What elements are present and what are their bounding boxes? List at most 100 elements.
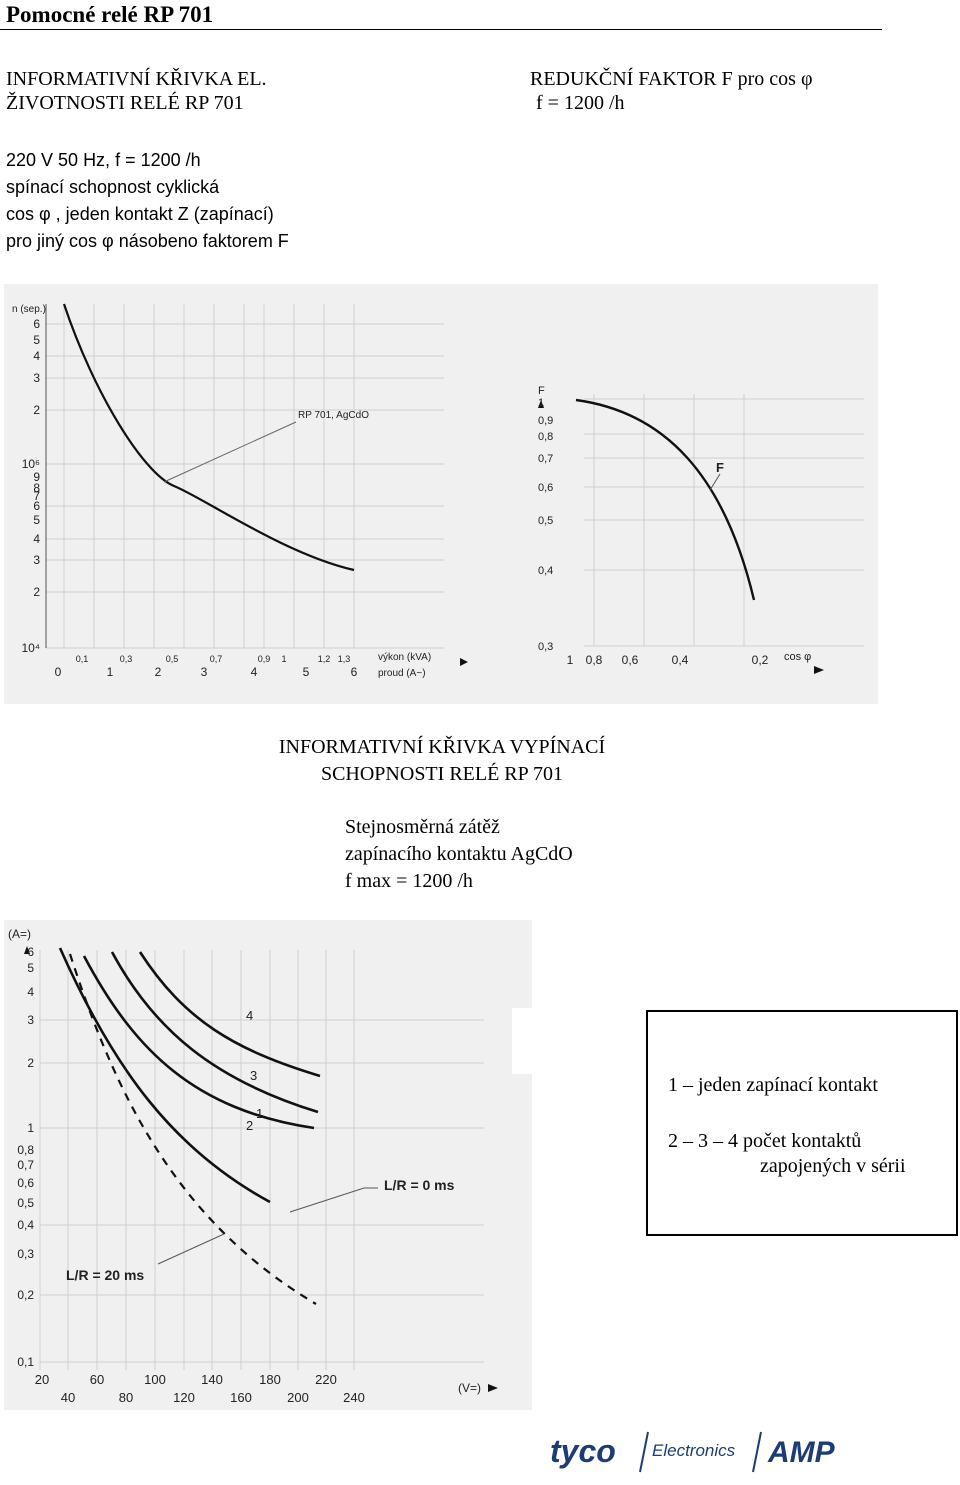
factor-chart-y-tick-label: 0,8 [538,431,553,443]
dc-chart-x-top-tick: 20 [35,1372,49,1387]
factor-chart-xlabel: cos φ [784,651,811,663]
life-chart-y-tick-label: 8 [33,481,40,495]
life-chart-x-top-tick: 0,3 [120,654,133,664]
legend-box: 1 – jeden zapínací kontakt 2 – 3 – 4 poč… [646,1010,958,1236]
dc-chart-xlabel: (V=) [458,1381,481,1395]
dc-chart-ylabel: (A=) [8,927,31,941]
section-title: INFORMATIVNÍ KŘIVKA VYPÍNACÍ SCHOPNOSTI … [0,734,884,788]
dc-annotation-leader-20ms [157,1233,225,1265]
life-chart-y-tick-label: 4 [33,349,40,363]
factor-chart-ylabel: F [538,385,545,397]
dc-curve-label-1: 1 [256,1106,263,1121]
dc-chart-x-bottom-tick: 80 [119,1390,133,1405]
life-chart-y-tick-label: 6 [33,317,40,331]
page-title: Pomocné relé RP 701 [6,2,214,27]
dc-chart-x-bottom-tick: 160 [230,1390,252,1405]
life-chart-annotation-leader [163,421,297,483]
life-chart-ylabel: n (sep.) [12,304,46,315]
life-chart-x-bottom-tick: 1 [107,665,114,679]
dc-chart-y-tick-label: 0,2 [17,1288,34,1302]
factor-chart-y-tick-label: 0,4 [538,565,553,577]
factor-chart-y-tick-label: 0,3 [538,641,553,653]
life-chart-x-bottom-label: proud (A~) [378,668,426,679]
left-header: INFORMATIVNÍ KŘIVKA EL. ŽIVOTNOSTI RELÉ … [6,67,267,115]
factor-chart-x-tick-label: 0,6 [622,653,639,667]
description-line-4: pro jiný cos φ násobeno faktorem F [6,231,289,251]
dc-curve-1 [58,947,271,1204]
dc-info-line-3: f max = 1200 /h [345,870,473,892]
life-chart-y-tick-label: 2 [33,403,40,417]
left-header-line-2: ŽIVOTNOSTI RELÉ RP 701 [6,92,244,114]
life-chart-x-arrow [460,658,468,666]
life-chart-x-top-label: výkon (kVA) [378,652,431,663]
life-chart-y-tick-label: 3 [33,553,40,567]
tyco-electronics-amp-logo: tyco Electronics AMP [550,1431,836,1473]
life-chart-y-tick-label: 10⁶ [22,457,40,471]
dc-chart-x-top-tick: 100 [144,1372,166,1387]
left-header-line-1: INFORMATIVNÍ KŘIVKA EL. [6,68,267,90]
section-title-line-1: INFORMATIVNÍ KŘIVKA VYPÍNACÍ [278,736,606,758]
dc-chart-y-tick-label: 0,4 [17,1218,34,1232]
dc-chart-x-top-tick: 180 [259,1372,281,1387]
white-block [512,1008,534,1074]
dc-curve-3 [110,951,319,1114]
dc-info-block: Stejnosměrná zátěž zapínacího kontaktu A… [345,814,573,895]
dc-chart-y-tick-label: 0,5 [17,1196,34,1210]
dc-chart-y-tick-label: 5 [27,961,34,975]
factor-chart-y-tick-label: 0,7 [538,453,553,465]
section-title-line-2: SCHOPNOSTI RELÉ RP 701 [320,763,564,785]
dc-chart-y-tick-label: 0,8 [17,1143,34,1157]
life-chart-y-tick-label: 6 [33,499,40,513]
life-chart-x-top-tick: 0,5 [166,654,179,664]
life-chart-x-bottom-tick: 4 [251,665,258,679]
factor-chart-y-tick-label: 1 [538,397,544,409]
dc-chart-x-arrow [488,1384,498,1392]
logo-electronics-text: Electronics [652,1441,736,1460]
dc-chart-x-bottom-tick: 40 [61,1390,75,1405]
life-chart-x-bottom-tick: 0 [55,665,62,679]
dc-annotation-leader-0ms [289,1187,378,1213]
life-chart-y-tick-label: 7 [33,489,40,503]
right-header: REDUKČNÍ FAKTOR F pro cos φ f = 1200 /h [530,67,812,115]
factor-chart-y-tick-label: 0,5 [538,515,553,527]
factor-chart-x-tick-label: 0,4 [672,653,689,667]
logo-divider-2 [752,1431,762,1473]
legend-line-1: 1 – jeden zapínací kontakt [668,1074,878,1096]
life-chart-x-top-tick: 0,7 [210,654,223,664]
life-chart-x-bottom-tick: 2 [155,665,162,679]
life-curve [62,303,355,572]
logo-tyco-text: tyco [550,1433,616,1469]
title-rule [0,29,882,30]
life-chart-x-top-tick: 1,2 [318,654,331,664]
factor-chart-x-tick-label: 1 [567,653,574,667]
dc-chart-y-tick-label: 1 [27,1121,34,1135]
life-chart-x-top-tick: 0,9 [258,654,271,664]
factor-chart-annotation: F [716,460,724,475]
life-chart-y-tick-label: 4 [33,532,40,546]
right-header-line-2: f = 1200 /h [536,92,625,114]
dc-annotation-0ms: L/R = 0 ms [384,1177,455,1193]
dc-curve-dashed-20ms [68,953,317,1305]
life-chart-y-tick-label: 5 [33,333,40,347]
dc-chart-x-top-tick: 220 [315,1372,337,1387]
life-chart-annotation: RP 701, AgCdO [298,410,369,421]
dc-chart-y-tick-label: 2 [27,1056,34,1070]
dc-chart-y-tick-label: 0,1 [17,1355,34,1369]
factor-chart-y-arrow [538,400,544,408]
description-block: 220 V 50 Hz, f = 1200 /h spínací schopno… [6,147,289,255]
life-chart-y-tick-label: 9 [33,470,40,484]
dc-chart-x-bottom-tick: 200 [287,1390,309,1405]
factor-chart-x-tick-label: 0,8 [586,653,603,667]
life-chart-x-top-tick: 0,1 [76,654,89,664]
dc-info-line-2: zapínacího kontaktu AgCdO [345,843,573,865]
dc-chart-y-tick-label: 6 [27,945,34,959]
dc-chart-x-bottom-tick: 120 [173,1390,195,1405]
dc-annotation-20ms: L/R = 20 ms [66,1267,144,1283]
dc-curve-label-3: 3 [250,1068,257,1083]
dc-curve-2 [82,955,315,1130]
dc-chart-y-tick-label: 0,7 [17,1158,34,1172]
